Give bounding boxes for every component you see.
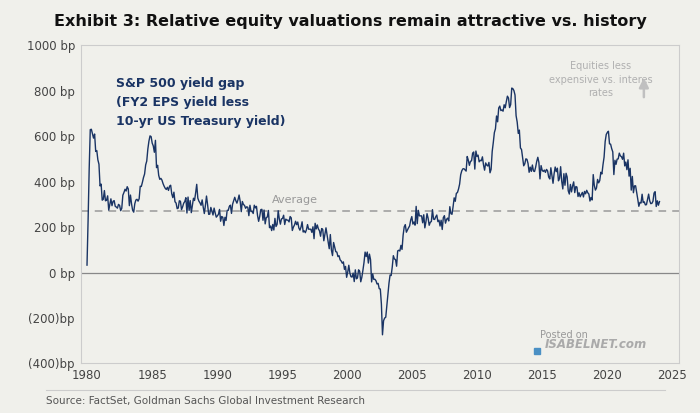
Text: Equities less
expensive vs. interes
rates: Equities less expensive vs. interes rate… — [549, 62, 652, 98]
Text: Average: Average — [272, 195, 318, 205]
Text: ISABELNET.com: ISABELNET.com — [545, 338, 648, 351]
Text: S&P 500 yield gap
(FY2 EPS yield less
10-yr US Treasury yield): S&P 500 yield gap (FY2 EPS yield less 10… — [116, 77, 285, 128]
Text: Source: FactSet, Goldman Sachs Global Investment Research: Source: FactSet, Goldman Sachs Global In… — [46, 396, 365, 406]
Text: Exhibit 3: Relative equity valuations remain attractive vs. history: Exhibit 3: Relative equity valuations re… — [54, 14, 646, 29]
Text: Posted on: Posted on — [540, 330, 588, 339]
